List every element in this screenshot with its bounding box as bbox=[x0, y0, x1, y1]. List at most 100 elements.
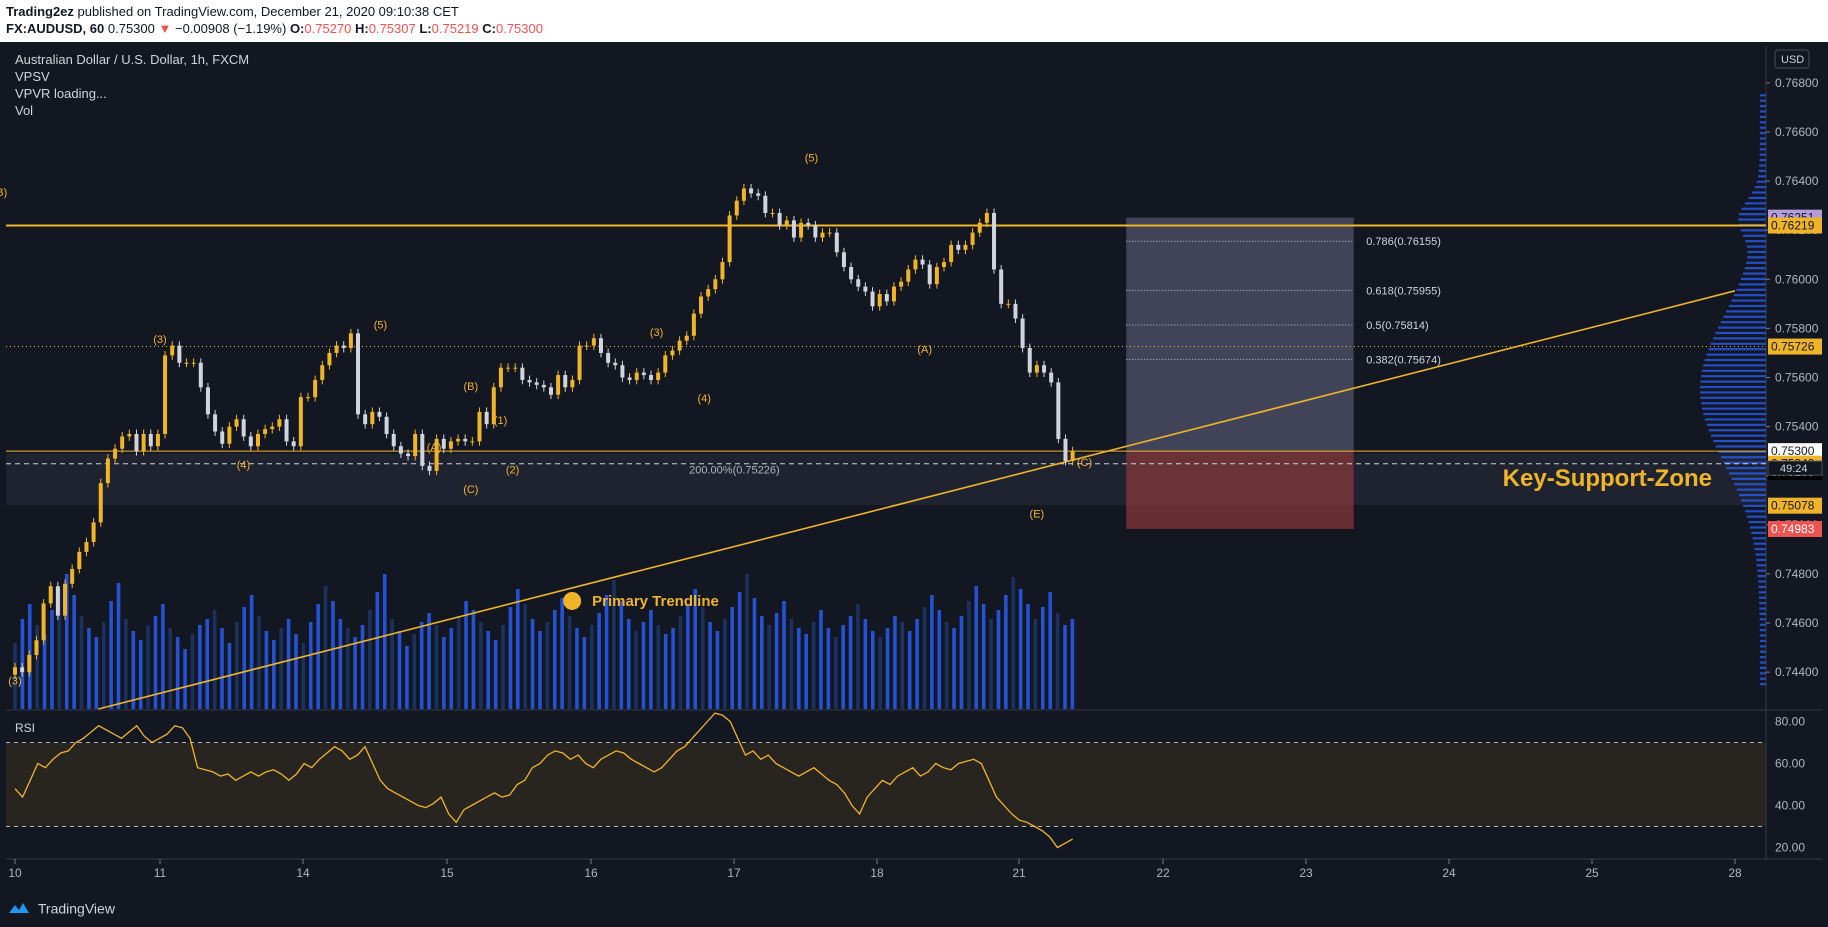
volume-bar bbox=[878, 637, 882, 709]
chart-svg[interactable]: (3) (4) (5) (A) (B) (C) (1) (2) (3) (4) (5) (A) (B) (… bbox=[0, 0, 1828, 893]
volume-profile-bar bbox=[1703, 412, 1766, 416]
volume-bar bbox=[782, 601, 786, 709]
volume-bar bbox=[870, 631, 875, 709]
volume-bar bbox=[264, 631, 269, 709]
price-axis[interactable]: 0.768000.766000.764000.762000.760000.758… bbox=[1766, 49, 1823, 679]
chart-title-legend[interactable]: Australian Dollar / U.S. Dollar, 1h, FXC… bbox=[15, 52, 250, 67]
volume-bar bbox=[1055, 613, 1060, 709]
volume-profile-bar bbox=[1748, 196, 1766, 200]
volume-bar bbox=[109, 601, 113, 709]
candle-body bbox=[305, 397, 310, 399]
volume-profile-bar bbox=[1713, 337, 1766, 340]
volume-bar bbox=[301, 643, 306, 709]
volume-profile-bar bbox=[1759, 656, 1766, 659]
candle-body bbox=[992, 212, 997, 270]
candle-body bbox=[706, 289, 711, 297]
candle-body bbox=[20, 667, 25, 673]
volume-bar bbox=[419, 622, 424, 709]
volume-profile-bar bbox=[1759, 115, 1766, 119]
volume-bar bbox=[35, 625, 39, 709]
volume-bar bbox=[730, 607, 735, 709]
candle-body bbox=[70, 569, 75, 584]
volume-bar bbox=[760, 616, 764, 709]
candle-body bbox=[98, 483, 103, 523]
volume-bar bbox=[863, 619, 868, 709]
countdown-box bbox=[1767, 460, 1823, 476]
volume-profile-bar bbox=[1759, 672, 1766, 675]
price-tag-text: 0.74983 bbox=[1771, 522, 1815, 536]
candle-body bbox=[291, 441, 296, 447]
volume-bar bbox=[153, 616, 158, 709]
volume-profile-bar bbox=[1752, 191, 1766, 194]
rsi-legend[interactable]: RSI bbox=[15, 721, 36, 735]
candle-body bbox=[799, 222, 804, 238]
volume-bar bbox=[560, 598, 564, 709]
candle-body bbox=[284, 419, 289, 442]
publisher-name[interactable]: Trading2ez bbox=[6, 4, 74, 19]
candle-body bbox=[463, 438, 468, 442]
vpvr-legend[interactable]: VPVR loading... bbox=[15, 86, 107, 101]
candle-body bbox=[634, 372, 639, 380]
x-tick-label: 10 bbox=[8, 866, 22, 880]
candle-body bbox=[891, 286, 896, 302]
volume-bar bbox=[1018, 589, 1023, 709]
volume-profile-bar bbox=[1758, 580, 1766, 583]
levels bbox=[6, 224, 1766, 710]
volume-profile-bar bbox=[1759, 110, 1766, 113]
volume-bar bbox=[508, 607, 513, 709]
volume-profile-bar bbox=[1702, 407, 1766, 410]
x-tick-label: 15 bbox=[440, 866, 454, 880]
currency-label: USD bbox=[1781, 54, 1804, 66]
volume-profile-bar bbox=[1759, 159, 1766, 162]
volume-bar bbox=[937, 610, 942, 709]
y-tick-label: 0.75800 bbox=[1775, 321, 1819, 335]
high-value: 0.75307 bbox=[368, 21, 416, 36]
time-axis[interactable]: 10 11 14 15 16 17 18 21 22 23 24 25 28 bbox=[8, 859, 1742, 880]
volume-profile-bar bbox=[1700, 375, 1766, 378]
candle-body bbox=[470, 441, 475, 443]
volume-profile-bar bbox=[1731, 299, 1766, 302]
volume-profile-bar bbox=[1710, 434, 1766, 437]
candle-body bbox=[163, 355, 168, 434]
volume-bar bbox=[915, 619, 919, 709]
volume-bar bbox=[545, 622, 550, 709]
wave-label: (3) bbox=[8, 675, 21, 687]
volume-bar bbox=[552, 610, 557, 709]
volume-profile-bar bbox=[1700, 385, 1766, 389]
annotations: Key-Support-Zone Primary Trendline 200.00%… bbox=[563, 236, 1712, 610]
volume-bar bbox=[567, 616, 572, 709]
candle-body bbox=[741, 188, 746, 201]
candle-body bbox=[320, 365, 325, 380]
volume-bar bbox=[582, 637, 587, 709]
candle-body bbox=[334, 345, 339, 353]
volume-bar bbox=[323, 586, 328, 709]
candle-body bbox=[606, 352, 611, 363]
candle-body bbox=[977, 222, 982, 233]
volume-bar bbox=[501, 625, 505, 709]
low-label: L: bbox=[419, 21, 432, 36]
tradingview-brand[interactable]: TradingView bbox=[8, 899, 115, 916]
candle-body bbox=[213, 414, 218, 432]
candle-body bbox=[749, 188, 754, 194]
volume-profile-bar bbox=[1729, 472, 1766, 475]
candle-body bbox=[105, 458, 110, 484]
volume-profile-bar bbox=[1759, 121, 1766, 124]
volume-profile-bar bbox=[1734, 483, 1766, 486]
volume-profile-bar bbox=[1718, 326, 1766, 329]
volume-profile-bar bbox=[1758, 596, 1766, 599]
candle-body bbox=[656, 372, 661, 380]
candle-body bbox=[1056, 382, 1061, 439]
volume-bar bbox=[279, 628, 283, 709]
wave-label: (C) bbox=[463, 484, 478, 496]
candle-body bbox=[920, 259, 925, 265]
candle-body bbox=[356, 333, 361, 415]
stop-zone bbox=[1126, 451, 1354, 530]
candle-body bbox=[770, 212, 775, 214]
vpsv-legend[interactable]: VPSV bbox=[15, 69, 50, 84]
price-tag-text: 0.75078 bbox=[1771, 499, 1815, 513]
volume-bar bbox=[449, 628, 454, 709]
volume-profile-bar bbox=[1741, 207, 1766, 210]
candle-body bbox=[684, 335, 689, 341]
vol-legend[interactable]: Vol bbox=[15, 103, 34, 118]
candle-body bbox=[448, 441, 453, 449]
